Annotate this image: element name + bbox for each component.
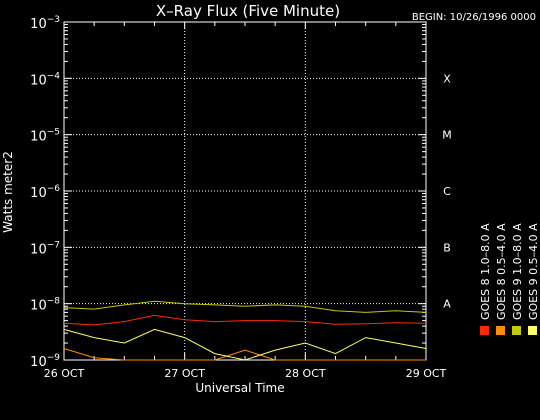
flare-class-label: M [442,129,452,142]
y-tick-label: 10−9 [30,353,60,370]
flare-class-label: C [443,185,451,198]
series-line [63,300,427,313]
x-tick-label: 26 OCT [44,367,85,380]
flare-class-label: A [443,298,451,311]
y-tick-label: 10−7 [30,240,60,257]
series-line [63,328,427,361]
x-tick-label: 27 OCT [164,367,205,380]
y-tick-label: 10−6 [30,184,60,201]
gridlines [64,22,426,360]
legend-label: GOES 9 0.5–4.0 A [527,223,540,320]
y-tick-label: 10−4 [30,71,60,88]
series-lines [63,300,427,361]
begin-date-label: BEGIN: 10/26/1996 0000 [412,12,536,23]
y-tick-label: 10−8 [30,297,60,314]
legend-label: GOES 8 1.0–8.0 A [479,223,492,320]
flare-class-label: B [443,241,451,254]
legend-swatch [496,326,505,335]
legend: GOES 8 1.0–8.0 A GOES 8 0.5–4.0 A GOES 9 1… [479,223,540,335]
y-tick-label: 10−5 [30,128,60,145]
legend-label: GOES 8 0.5–4.0 A [495,223,508,320]
legend-swatch [512,326,521,335]
series-line [63,314,427,326]
legend-swatch [480,326,489,335]
x-tick-label: 28 OCT [285,367,326,380]
flare-class-label: X [443,72,451,85]
legend-swatch [528,326,537,335]
y-axis-label: Watts meter2 [1,151,15,233]
labels: X–Ray Flux (Five Minute) BEGIN: 10/26/19… [1,2,536,395]
x-tick-label: 29 OCT [406,367,447,380]
y-tick-label: 10−3 [30,15,60,32]
legend-label: GOES 9 1.0–8.0 A [511,223,524,320]
chart-title: X–Ray Flux (Five Minute) [156,2,340,20]
x-axis-label: Universal Time [195,381,284,395]
series-line [63,348,426,361]
